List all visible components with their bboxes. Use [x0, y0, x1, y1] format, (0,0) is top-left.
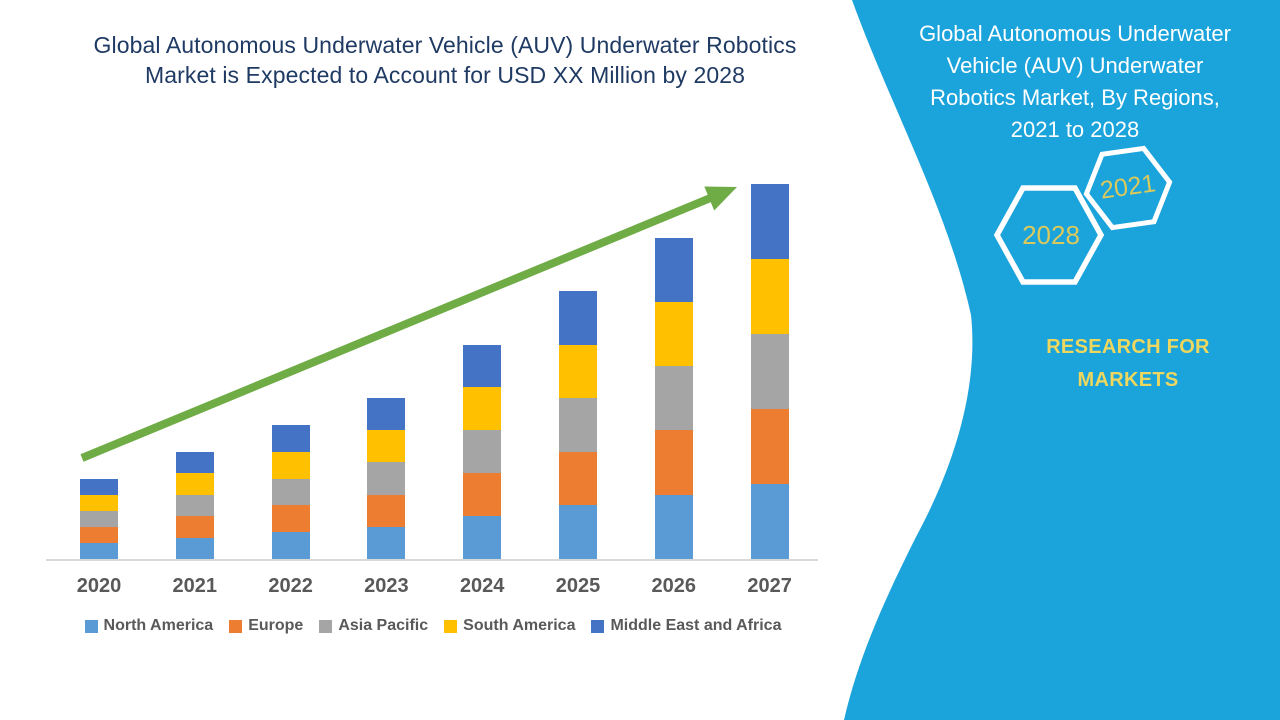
- bar-2026: [654, 237, 693, 559]
- legend-item-south-america: South America: [444, 617, 575, 635]
- legend-swatch-icon: [319, 619, 333, 633]
- panel-title-line-1: Global Autonomous Underwater: [919, 21, 1231, 46]
- legend-label: Asia Pacific: [338, 617, 429, 634]
- bar-segment-europe: [80, 526, 118, 543]
- bar-segment-middle-east-and-africa: [463, 344, 502, 388]
- legend-item-europe: Europe: [229, 617, 303, 635]
- bar-segment-asia-pacific: [271, 478, 310, 506]
- x-tick-label-2020: 2020: [76, 575, 122, 597]
- bar-segment-middle-east-and-africa: [750, 184, 789, 259]
- legend-swatch-icon: [84, 619, 98, 633]
- legend-label: North America: [103, 617, 214, 634]
- panel-title: Global Autonomous Underwater Vehicle (AU…: [880, 18, 1270, 146]
- bar-segment-north-america: [80, 542, 118, 559]
- bar-segment-north-america: [559, 505, 597, 559]
- bar-segment-middle-east-and-africa: [80, 478, 118, 495]
- bar-segment-asia-pacific: [463, 430, 502, 474]
- x-axis-line: [46, 559, 818, 561]
- chart-title-line-1: Global Autonomous Underwater Vehicle (AU…: [93, 32, 797, 58]
- chart-title-line-2: Market is Expected to Account for USD XX…: [144, 62, 746, 88]
- panel-title-line-2: Vehicle (AUV) Underwater: [946, 53, 1204, 78]
- bar-2024: [463, 344, 502, 559]
- bar-segment-europe: [654, 430, 693, 495]
- bar-segment-north-america: [750, 484, 789, 559]
- bar-2022: [271, 425, 310, 559]
- chart-legend: North America Europe Asia Pacific South Ame…: [45, 617, 821, 635]
- x-tick-label-2025: 2025: [555, 575, 601, 597]
- bar-segment-south-america: [367, 430, 406, 463]
- bar-2025: [559, 291, 597, 559]
- bar-segment-north-america: [654, 494, 693, 559]
- bar-segment-europe: [559, 451, 597, 506]
- bar-2023: [367, 398, 406, 559]
- bar-segment-south-america: [654, 301, 693, 367]
- brand-name: RESEARCH FOR MARKETS: [1008, 331, 1248, 397]
- bar-segment-north-america: [175, 537, 214, 559]
- bar-segment-south-america: [559, 344, 597, 399]
- legend-swatch-icon: [229, 619, 243, 633]
- bar-segment-europe: [750, 409, 789, 484]
- legend-label: South America: [463, 617, 576, 634]
- bar-segment-north-america: [463, 516, 502, 559]
- panel-title-line-4: 2021 to 2028: [1010, 117, 1140, 142]
- legend-item-north-america: North America: [84, 617, 214, 635]
- chart-title: Global Autonomous Underwater Vehicle (AU…: [30, 30, 860, 90]
- bar-segment-middle-east-and-africa: [367, 398, 406, 431]
- bar-segment-middle-east-and-africa: [175, 452, 214, 474]
- bar-segment-middle-east-and-africa: [559, 291, 597, 345]
- bar-segment-europe: [463, 473, 502, 517]
- bar-segment-middle-east-and-africa: [271, 425, 310, 452]
- x-tick-label-2022: 2022: [268, 575, 313, 597]
- brand-line-1: RESEARCH FOR: [1046, 336, 1210, 358]
- bar-segment-south-america: [271, 451, 310, 479]
- legend-label: Middle East and Africa: [610, 617, 782, 634]
- bar-segment-asia-pacific: [367, 462, 406, 495]
- legend-item-asia-pacific: Asia Pacific: [319, 617, 428, 635]
- x-tick-label-2021: 2021: [172, 575, 218, 597]
- bar-segment-north-america: [271, 532, 310, 559]
- growth-arrow-head: [704, 186, 737, 211]
- bar-2027: [750, 184, 789, 559]
- bar-2021: [175, 452, 214, 559]
- bar-segment-europe: [175, 516, 214, 538]
- bar-segment-europe: [367, 494, 406, 527]
- hexagon-2028-label: 2028: [1022, 220, 1080, 250]
- x-tick-label-2027: 2027: [747, 575, 792, 597]
- brand-line-2: MARKETS: [1077, 369, 1179, 391]
- bar-2020: [80, 478, 118, 559]
- bar-segment-south-america: [175, 473, 214, 495]
- bar-segment-north-america: [367, 526, 406, 559]
- bar-segment-asia-pacific: [750, 334, 789, 409]
- legend-label: Europe: [248, 617, 304, 634]
- bar-segment-asia-pacific: [175, 494, 214, 517]
- bar-segment-south-america: [750, 259, 789, 334]
- x-tick-label-2024: 2024: [459, 575, 505, 597]
- x-tick-label-2023: 2023: [364, 575, 409, 597]
- bar-segment-europe: [271, 505, 310, 533]
- bar-segment-south-america: [80, 494, 118, 511]
- bar-segment-asia-pacific: [559, 398, 597, 452]
- bar-segment-asia-pacific: [80, 510, 118, 527]
- legend-item-middle-east-and-africa: Middle East and Africa: [591, 617, 781, 635]
- legend-swatch-icon: [591, 619, 605, 633]
- panel-title-line-3: Robotics Market, By Regions,: [930, 85, 1220, 110]
- bar-segment-asia-pacific: [654, 366, 693, 431]
- bar-segment-middle-east-and-africa: [654, 237, 693, 302]
- x-tick-label-2026: 2026: [651, 575, 697, 597]
- legend-swatch-icon: [444, 619, 458, 633]
- bar-segment-south-america: [463, 387, 502, 431]
